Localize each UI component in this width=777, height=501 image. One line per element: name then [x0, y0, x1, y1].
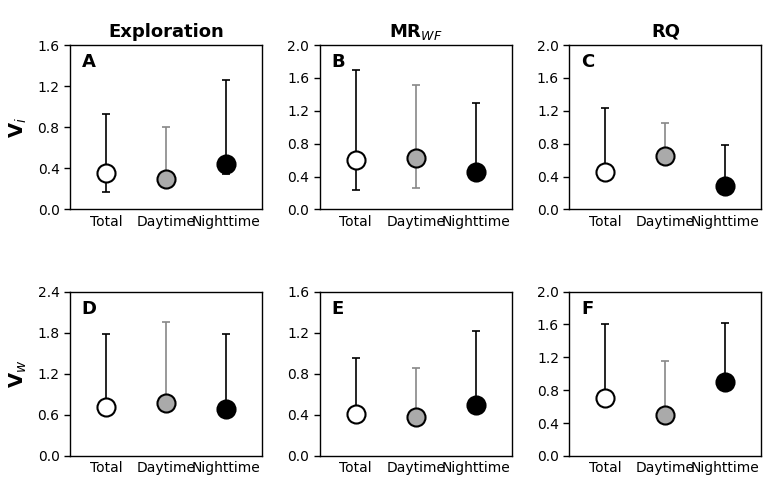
Title: Exploration: Exploration [108, 23, 224, 41]
Y-axis label: V$_i$: V$_i$ [8, 117, 29, 138]
Y-axis label: V$_w$: V$_w$ [8, 360, 29, 388]
Text: B: B [331, 53, 345, 71]
Title: RQ: RQ [651, 23, 680, 41]
Text: F: F [581, 300, 593, 318]
Text: D: D [82, 300, 96, 318]
Text: E: E [331, 300, 343, 318]
Text: C: C [581, 53, 594, 71]
Title: MR$_{WF}$: MR$_{WF}$ [388, 22, 443, 42]
Text: A: A [82, 53, 96, 71]
